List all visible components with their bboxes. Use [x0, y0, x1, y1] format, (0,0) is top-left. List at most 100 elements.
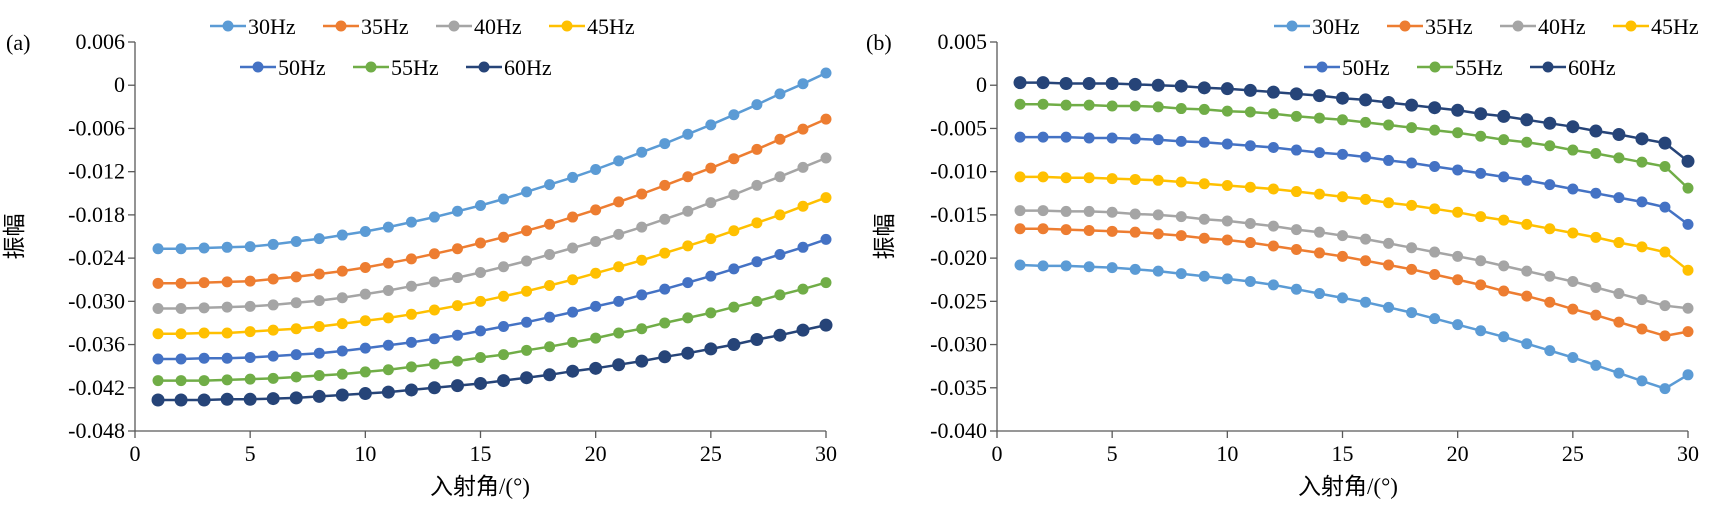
data-point — [1636, 241, 1648, 253]
data-point — [1659, 246, 1671, 258]
data-point — [797, 78, 809, 90]
legend-marker — [1542, 61, 1554, 73]
legend-label: 55Hz — [391, 55, 439, 80]
data-point — [1682, 264, 1694, 276]
data-point — [1567, 183, 1579, 195]
data-point — [451, 300, 463, 312]
data-point — [1290, 144, 1302, 156]
data-point — [1567, 144, 1579, 156]
x-tick-label: 0 — [130, 441, 141, 466]
series-line — [1020, 102, 1689, 190]
chart-panel-b: (b) 0.005 0 -0.005 -0.010 -0.015 -0.020 -0.025 -… — [866, 14, 1699, 499]
data-point — [774, 133, 786, 145]
data-point — [451, 243, 463, 255]
data-point — [1152, 134, 1164, 146]
data-point — [1544, 270, 1556, 282]
data-point — [636, 221, 648, 233]
data-point — [1243, 83, 1257, 97]
data-point — [198, 242, 210, 254]
data-point — [1312, 89, 1326, 103]
data-point — [405, 361, 417, 373]
data-point — [590, 236, 602, 248]
data-point — [590, 300, 602, 312]
data-point — [1429, 246, 1441, 258]
data-point — [1014, 205, 1026, 217]
data-point — [1682, 326, 1694, 338]
data-point — [1267, 220, 1279, 232]
data-point — [198, 375, 210, 387]
data-point — [1152, 209, 1164, 221]
data-point — [1567, 352, 1579, 364]
data-point — [1452, 274, 1464, 286]
data-point — [1129, 226, 1141, 238]
data-point — [382, 339, 394, 351]
data-point — [797, 283, 809, 295]
data-point — [1244, 275, 1256, 287]
data-point — [1083, 172, 1095, 184]
data-point — [1290, 243, 1302, 255]
data-point — [1290, 186, 1302, 198]
data-point — [197, 393, 211, 407]
data-point — [475, 200, 486, 212]
data-point — [1198, 232, 1210, 244]
data-point — [1429, 124, 1441, 136]
data-point — [1521, 218, 1533, 230]
data-point — [1521, 136, 1533, 148]
data-point — [427, 381, 441, 395]
data-point — [382, 312, 394, 324]
data-point — [1198, 178, 1210, 190]
data-point — [358, 387, 372, 401]
series-50Hz — [1014, 131, 1694, 230]
data-point — [382, 285, 394, 297]
data-point — [1406, 242, 1418, 254]
data-point — [705, 233, 717, 245]
data-point — [1037, 223, 1049, 235]
data-point — [751, 295, 763, 307]
data-point — [244, 373, 256, 385]
data-point — [1337, 114, 1348, 126]
data-point — [1406, 307, 1418, 319]
data-point — [290, 323, 302, 335]
data-point — [1428, 101, 1442, 115]
legend-entry: 30Hz — [1274, 14, 1360, 39]
data-point — [1152, 265, 1164, 277]
data-point — [682, 240, 694, 252]
data-point — [1613, 152, 1625, 164]
data-point — [151, 393, 165, 407]
data-point — [1313, 226, 1325, 238]
data-point — [566, 364, 580, 378]
legend-entry: 40Hz — [436, 14, 522, 39]
data-point — [1014, 259, 1026, 271]
data-point — [1452, 127, 1464, 139]
data-point — [613, 196, 625, 208]
data-point — [1659, 330, 1671, 342]
data-point — [1659, 201, 1671, 213]
data-point — [1613, 192, 1625, 204]
series-35Hz — [152, 113, 832, 289]
data-point — [774, 88, 786, 100]
data-point — [1452, 164, 1464, 176]
data-point — [1313, 188, 1325, 200]
data-point — [705, 307, 717, 319]
data-point — [796, 323, 810, 337]
data-point — [1681, 154, 1695, 168]
data-point — [336, 229, 348, 241]
series-40Hz — [152, 152, 832, 315]
data-point — [1451, 103, 1465, 117]
data-point — [198, 352, 210, 364]
data-point — [1221, 234, 1233, 246]
data-point — [1612, 127, 1626, 141]
legend-entry: 50Hz — [1304, 55, 1390, 80]
legend-label: 35Hz — [1425, 14, 1473, 39]
data-point — [1360, 151, 1372, 163]
data-point — [382, 364, 394, 376]
data-point — [1590, 282, 1602, 294]
data-point — [175, 303, 187, 315]
data-point — [751, 99, 763, 111]
data-point — [1060, 224, 1072, 236]
data-point — [475, 237, 486, 249]
data-point — [428, 276, 440, 288]
data-point — [1152, 228, 1164, 240]
data-point — [705, 162, 717, 174]
